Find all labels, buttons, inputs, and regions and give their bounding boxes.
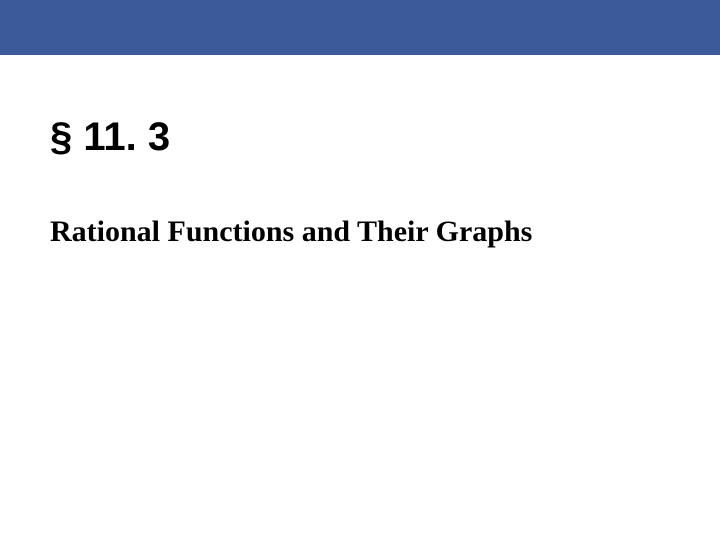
section-label: § 11. 3 [0, 115, 720, 160]
subtitle: Rational Functions and Their Graphs [0, 215, 720, 249]
header-bar [0, 0, 720, 55]
